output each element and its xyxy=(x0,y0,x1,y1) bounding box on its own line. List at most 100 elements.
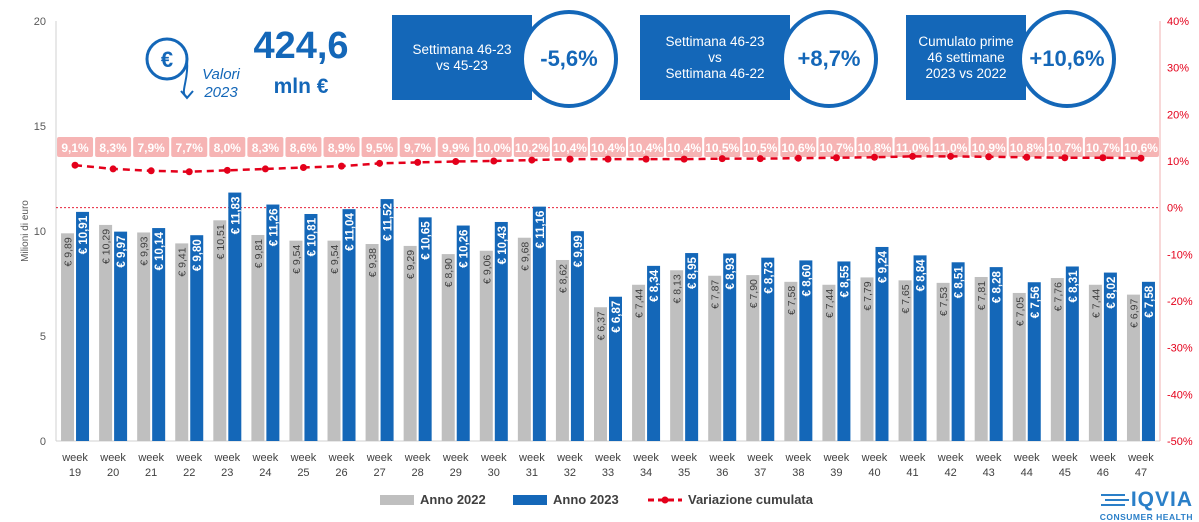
variazione-label: 10,4% xyxy=(553,141,587,155)
variazione-point xyxy=(223,166,231,174)
line-label-bg xyxy=(932,137,969,157)
legend: Anno 2022 Anno 2023 Variazione cumulata xyxy=(0,492,1199,512)
legend-swatch-2022 xyxy=(380,494,414,505)
iqvia-mark-icon xyxy=(1100,494,1129,506)
y2-tick-label: -30% xyxy=(1167,343,1193,355)
x-tick-label-number: 25 xyxy=(297,467,309,479)
variazione-point xyxy=(832,154,840,162)
bar-label-2022: € 9,54 xyxy=(329,245,341,274)
line-label-bg xyxy=(247,137,284,157)
bar-label-2023: € 7,56 xyxy=(1030,286,1042,318)
y-tick-label: 15 xyxy=(34,121,46,133)
variazione-label: 8,3% xyxy=(252,141,280,155)
bar-label-2022: € 7,90 xyxy=(748,279,760,308)
bar-label-2023: € 8,84 xyxy=(916,259,928,292)
variazione-label: 10,4% xyxy=(629,141,663,155)
bar-label-2022: € 7,05 xyxy=(1014,297,1026,326)
kpi-3-line1: Cumulato prime xyxy=(918,33,1014,49)
bar-label-2022: € 9,54 xyxy=(291,245,303,274)
kpi-2-value: +8,7% xyxy=(780,10,878,108)
logo-subtitle: CONSUMER HEALTH xyxy=(1099,512,1193,522)
line-label-bg xyxy=(551,137,588,157)
variazione-label: 10,7% xyxy=(819,141,853,155)
bar-2022 xyxy=(251,234,265,441)
bar-label-2023: € 8,02 xyxy=(1106,277,1118,309)
x-tick-label-number: 38 xyxy=(792,467,804,479)
x-tick-label-number: 20 xyxy=(107,467,119,479)
line-label-bg xyxy=(1084,137,1121,157)
line-label-bg xyxy=(361,137,398,157)
line-label-bg xyxy=(437,137,474,157)
svg-text:€: € xyxy=(161,47,173,72)
variazione-point xyxy=(338,162,346,170)
x-tick-label-word: week xyxy=(1013,452,1040,464)
bar-2022 xyxy=(289,240,303,441)
bar-2023 xyxy=(1103,272,1117,441)
variazione-point xyxy=(71,161,79,169)
line-label-bg xyxy=(57,137,94,157)
line-label-bg xyxy=(704,137,741,157)
bar-label-2022: € 7,81 xyxy=(976,281,988,310)
bar-label-2023: € 10,65 xyxy=(421,221,433,260)
x-tick-label-number: 21 xyxy=(145,467,157,479)
x-tick-label-number: 37 xyxy=(754,467,766,479)
bar-2023 xyxy=(989,267,1003,441)
x-tick-label-word: week xyxy=(975,452,1002,464)
valori-label: Valori 2023 xyxy=(196,66,246,102)
x-tick-label-word: week xyxy=(632,452,659,464)
variazione-point xyxy=(261,165,269,173)
y2-tick-label: -50% xyxy=(1167,436,1193,448)
bar-label-2023: € 8,55 xyxy=(839,265,851,298)
bar-2023 xyxy=(761,257,775,441)
bar-2023 xyxy=(1027,282,1041,441)
bar-label-2023: € 10,14 xyxy=(154,231,166,270)
bar-label-2023: € 9,24 xyxy=(877,250,889,283)
iqvia-logo: IQVIA CONSUMER HEALTH xyxy=(1100,488,1193,522)
variazione-point xyxy=(147,167,155,175)
bar-label-2023: € 11,04 xyxy=(345,213,357,251)
bar-label-2023: € 8,73 xyxy=(763,262,775,294)
variazione-label: 9,1% xyxy=(61,141,89,155)
x-tick-label-word: week xyxy=(1127,452,1154,464)
y2-tick-label: 20% xyxy=(1167,109,1189,121)
kpi-box-weekly: Settimana 46-23 vs 45-23 xyxy=(392,15,532,100)
bar-label-2022: € 6,37 xyxy=(596,311,608,340)
variazione-label: 10,8% xyxy=(857,141,891,155)
x-tick-label-word: week xyxy=(1089,452,1116,464)
line-label-bg xyxy=(628,137,665,157)
x-tick-label-number: 24 xyxy=(259,467,271,479)
bar-2022 xyxy=(441,254,455,441)
x-tick-label-number: 41 xyxy=(906,467,918,479)
variazione-point xyxy=(1099,154,1107,162)
y2-tick-label: 10% xyxy=(1167,156,1189,168)
variazione-label: 8,0% xyxy=(214,141,242,155)
logo-name: IQVIA xyxy=(1130,488,1193,511)
kpi-2-line3: Settimana 46-22 xyxy=(665,65,765,81)
x-tick-label-word: week xyxy=(404,452,431,464)
variazione-point xyxy=(756,155,764,163)
bar-2022 xyxy=(822,284,836,441)
kpi-3-line2: 46 settimane xyxy=(927,49,1005,65)
bar-2022 xyxy=(1012,292,1026,441)
x-tick-label-word: week xyxy=(442,452,469,464)
kpi-1-line2: vs 45-23 xyxy=(436,57,488,73)
x-tick-label-number: 44 xyxy=(1021,467,1033,479)
legend-label-2023: Anno 2023 xyxy=(553,492,619,507)
bar-label-2022: € 9,93 xyxy=(139,236,151,265)
variazione-label: 10,5% xyxy=(743,141,777,155)
bar-label-2023: € 8,60 xyxy=(801,264,813,296)
variazione-label: 7,7% xyxy=(176,141,204,155)
line-label-bg xyxy=(323,137,360,157)
bar-2023 xyxy=(1141,281,1155,441)
y-tick-label: 10 xyxy=(34,226,46,238)
legend-label-variazione: Variazione cumulata xyxy=(688,492,813,507)
x-tick-label-number: 23 xyxy=(221,467,233,479)
x-tick-label-word: week xyxy=(518,452,545,464)
bar-2023 xyxy=(266,204,280,441)
line-label-bg xyxy=(666,137,703,157)
x-tick-label-word: week xyxy=(899,452,926,464)
y-tick-label: 0 xyxy=(40,436,46,448)
bar-2023 xyxy=(456,225,470,441)
bar-label-2022: € 9,89 xyxy=(63,237,75,266)
bar-2022 xyxy=(403,245,417,441)
